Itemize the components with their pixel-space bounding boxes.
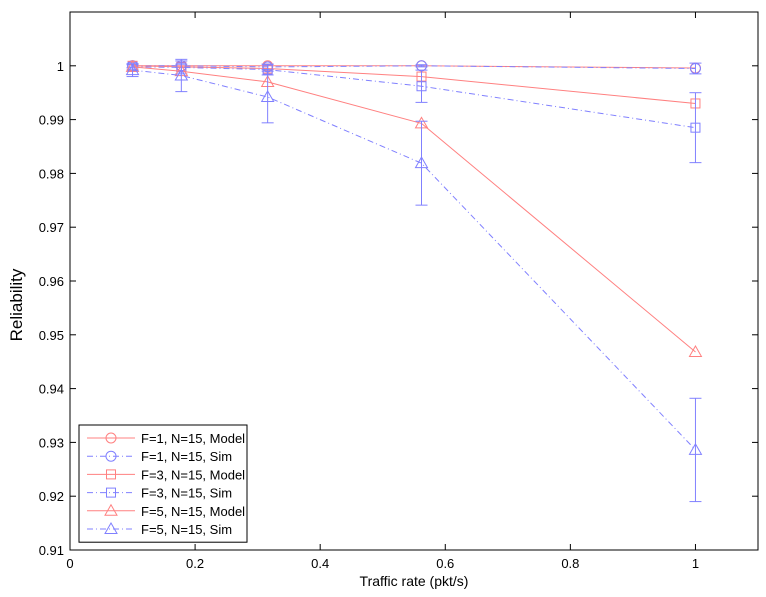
x-tick-label: 0.2 xyxy=(186,556,204,571)
legend-entry: F=1, N=15, Sim xyxy=(141,449,232,464)
legend-entry: F=3, N=15, Model xyxy=(141,467,245,482)
legend-marker xyxy=(106,469,116,480)
legend-marker xyxy=(105,450,117,462)
data-point xyxy=(416,81,427,92)
x-tick-label: 1 xyxy=(692,556,699,571)
legend-box xyxy=(78,424,248,543)
legend-marker xyxy=(105,432,117,444)
legend-marker xyxy=(106,487,116,498)
series-6 xyxy=(125,58,703,503)
data-point xyxy=(689,62,701,74)
x-axis-label: Traffic rate (pkt/s) xyxy=(360,573,469,589)
legend-marker xyxy=(104,521,118,534)
data-point xyxy=(174,68,189,81)
y-tick-label: 0.93 xyxy=(39,435,64,450)
x-tick-label: 0.6 xyxy=(436,556,454,571)
y-tick-label: 0.92 xyxy=(39,489,64,504)
x-tick-label: 0.4 xyxy=(311,556,329,571)
y-tick-label: 0.91 xyxy=(39,543,64,558)
y-tick-label: 0.99 xyxy=(39,113,64,128)
data-point xyxy=(125,63,140,76)
data-point xyxy=(688,442,703,455)
y-axis-label: Reliability xyxy=(7,268,26,341)
x-axis: 0 0.2 0.4 0.6 0.8 1 xyxy=(66,12,699,571)
y-tick-label: 0.98 xyxy=(39,166,64,181)
legend-entry: F=1, N=15, Model xyxy=(141,431,245,446)
legend-entry: F=5, N=15, Sim xyxy=(141,522,232,537)
data-point xyxy=(690,122,701,133)
y-tick-label: 1 xyxy=(57,59,64,74)
data-point xyxy=(260,89,275,103)
series-layer xyxy=(125,58,703,503)
y-tick-label: 0.95 xyxy=(39,328,64,343)
legend-entry: F=5, N=15, Model xyxy=(141,504,245,519)
y-tick-label: 0.96 xyxy=(39,274,64,289)
legend: F=1, N=15, Model F=1, N=15, Sim F=3, N=15,… xyxy=(78,424,248,543)
y-tick-label: 0.97 xyxy=(39,220,64,235)
x-tick-label: 0 xyxy=(66,556,73,571)
data-point xyxy=(414,156,429,169)
legend-entry: F=3, N=15, Sim xyxy=(141,486,232,501)
data-point xyxy=(688,345,703,358)
y-tick-label: 0.94 xyxy=(39,382,64,397)
x-tick-label: 0.8 xyxy=(561,556,579,571)
legend-marker xyxy=(104,503,118,516)
y-axis: 0.91 0.92 0.93 0.94 0.95 0.96 0.97 0.98 0.99 1 xyxy=(39,59,758,558)
